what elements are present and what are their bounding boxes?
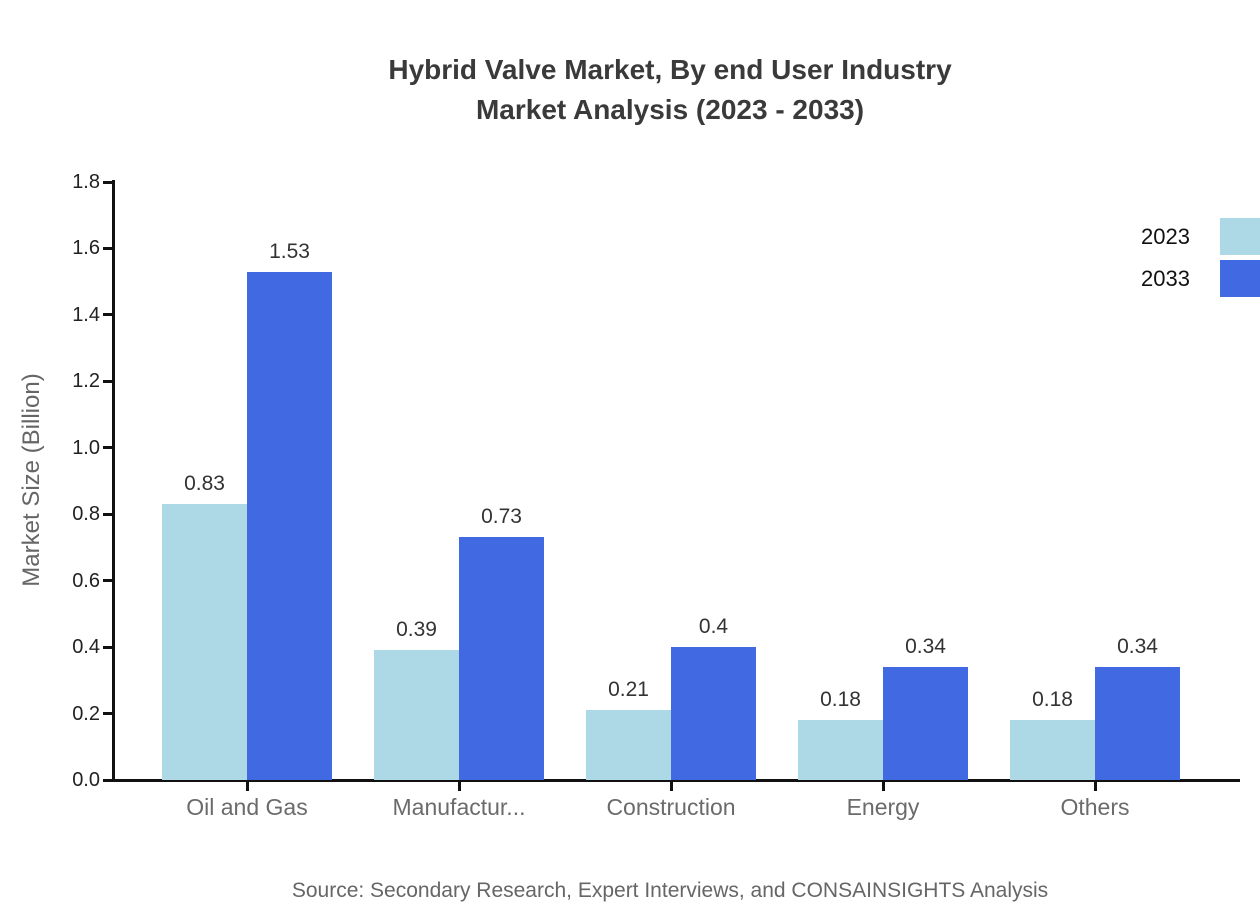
bar-2023-others — [1010, 720, 1095, 780]
bar-value-label: 0.21 — [608, 678, 649, 702]
x-tick-mark — [881, 782, 885, 791]
bar-value-label: 0.34 — [905, 635, 946, 659]
bar-2023-construction — [586, 710, 671, 780]
y-tick-mark — [103, 313, 112, 317]
bar-2033-others — [1095, 667, 1180, 780]
bar-value-label: 0.18 — [1032, 688, 1073, 712]
x-tick-mark — [245, 782, 249, 791]
source-attribution: Source: Secondary Research, Expert Inter… — [291, 879, 1049, 902]
chart-title-line2: Market Analysis (2023 - 2033) — [475, 94, 865, 125]
x-tick-mark — [457, 782, 461, 791]
chart-title: Hybrid Valve Market, By end User Industr… — [90, 50, 1250, 130]
bar-2023-energy — [798, 720, 883, 780]
legend: 2023 2033 — [1141, 218, 1260, 297]
legend-label-2033: 2033 — [1141, 265, 1190, 291]
x-tick-mark — [669, 782, 673, 791]
bar-2033-energy — [883, 667, 968, 780]
x-tick-label-construction: Construction — [606, 794, 736, 820]
x-axis-line — [104, 779, 1240, 782]
bar-value-label: 0.39 — [396, 618, 437, 642]
chart-title-line1: Hybrid Valve Market, By end User Industr… — [388, 54, 952, 85]
y-tick-mark — [103, 778, 112, 782]
y-tick-label: 1.6 — [72, 237, 100, 260]
x-tick-mark — [1093, 782, 1097, 791]
y-axis-title: Market Size (Billion) — [18, 373, 45, 587]
bar-value-label: 1.53 — [269, 239, 310, 263]
y-tick-label: 0.0 — [72, 769, 100, 791]
y-tick-mark — [103, 180, 112, 184]
y-tick-mark — [103, 246, 112, 250]
y-tick-label: 1.2 — [72, 370, 100, 393]
y-tick-mark — [103, 579, 112, 583]
y-tick-label: 1.8 — [72, 171, 100, 193]
y-tick-label: 0.2 — [72, 702, 100, 725]
y-tick-label: 0.6 — [72, 569, 100, 592]
y-axis-line — [112, 180, 115, 782]
y-tick-mark — [103, 446, 112, 450]
bar-value-label: 0.4 — [698, 615, 729, 639]
y-tick-label: 1.4 — [72, 303, 100, 326]
x-tick-label-others: Others — [1060, 794, 1130, 820]
bar-value-label: 0.34 — [1117, 635, 1158, 659]
y-tick-label: 1.0 — [72, 436, 100, 459]
y-tick-label: 0.4 — [72, 636, 100, 659]
y-tick-label: 0.8 — [72, 503, 100, 526]
legend-label-2023: 2023 — [1141, 223, 1190, 249]
bar-2033-manufactur- — [459, 537, 544, 780]
x-tick-label-manufactur-: Manufactur... — [392, 794, 526, 820]
legend-swatch-2033 — [1220, 260, 1260, 297]
y-tick-mark — [103, 712, 112, 716]
legend-item-2033: 2033 — [1141, 260, 1260, 297]
bar-2023-manufactur- — [374, 650, 459, 780]
bar-value-label: 0.73 — [481, 505, 522, 529]
x-tick-label-oil-and-gas: Oil and Gas — [186, 794, 308, 820]
y-tick-mark — [103, 645, 112, 649]
bar-value-label: 0.83 — [184, 472, 225, 496]
y-tick-mark — [103, 512, 112, 516]
bar-2033-oil-and-gas — [247, 271, 332, 780]
legend-item-2023: 2023 — [1141, 218, 1260, 255]
bar-value-label: 0.18 — [820, 688, 861, 712]
bar-2023-oil-and-gas — [162, 504, 247, 780]
y-tick-mark — [103, 379, 112, 383]
x-tick-label-energy: Energy — [846, 794, 920, 820]
legend-swatch-2023 — [1220, 218, 1260, 255]
bar-2033-construction — [671, 647, 756, 780]
